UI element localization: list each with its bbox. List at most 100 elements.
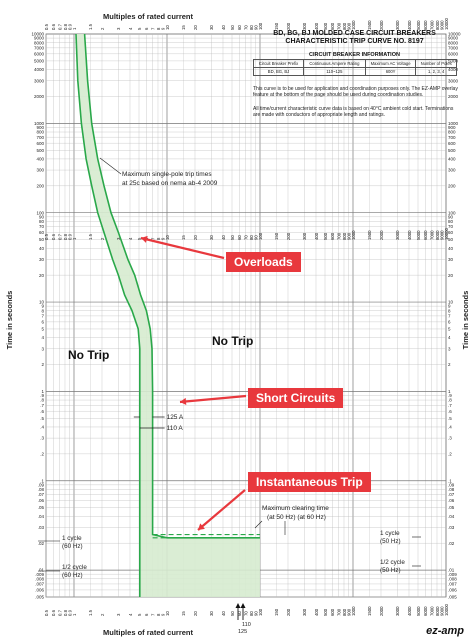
callout-arrow-overloads-head xyxy=(141,235,148,243)
breaker-info-table: Circuit Breaker Prefix Continuous Ampere… xyxy=(252,59,457,76)
y-tick-label-left: 400 xyxy=(36,157,44,162)
y-tick-label-right: 30 xyxy=(448,257,454,262)
y-tick-label-left: .005 xyxy=(35,595,44,600)
x-tick-label-bottom: 0.5 xyxy=(44,609,49,616)
y-tick-label-left: 3000 xyxy=(34,78,45,83)
x-tick-label-mid: 8000 xyxy=(435,230,440,240)
y-tick-label-left: 20 xyxy=(39,273,45,278)
y-tick-label-left: 6 xyxy=(41,319,44,324)
x-tick-label-bottom: 0.9 xyxy=(68,609,73,616)
x-tick-label-bottom: 60 xyxy=(237,611,242,616)
x-tick-label-top: 0.6 xyxy=(51,23,56,30)
y-tick-label-right: 6000 xyxy=(448,51,459,56)
x-tick-label-bottom: 9000 xyxy=(440,606,445,616)
y-tick-label-left: 100 xyxy=(36,210,44,215)
y-tick-label-left: .008 xyxy=(35,576,44,581)
x-tick-label-mid: 90 xyxy=(254,235,259,240)
y-tick-label-right: 8 xyxy=(448,308,451,313)
x-tick-label-bottom: 40 xyxy=(221,611,226,616)
x-tick-label-bottom: 1 xyxy=(72,613,77,616)
label-half-cycle-50hz-line1: 1/2 cycle xyxy=(380,559,405,566)
y-tick-label-right: 2000 xyxy=(448,94,459,99)
x-tick-label-mid: 400 xyxy=(314,232,319,240)
y-tick-label-left: .3 xyxy=(40,436,44,441)
usage-note: This curve is to be used for application… xyxy=(253,86,458,98)
y-tick-label-left: 2000 xyxy=(34,94,45,99)
x-tick-label-top: 80 xyxy=(249,25,254,30)
y-tick-label-left: .007 xyxy=(35,582,44,587)
table-cell: BD, BG, BJ xyxy=(252,67,305,76)
y-tick-label-right: .5 xyxy=(448,416,452,421)
y-tick-label-left: .02 xyxy=(38,541,45,546)
x-tick-label-top: 15 xyxy=(181,25,186,30)
x-tick-label-mid: 100 xyxy=(258,232,263,240)
y-tick-label-left: .09 xyxy=(38,482,45,487)
x-tick-label-bottom: 30 xyxy=(209,611,214,616)
x-tick-label-top: 2000 xyxy=(379,20,384,30)
x-tick-label-mid: 0.6 xyxy=(51,233,56,240)
label-half-cycle-60hz-line1: 1/2 cycle xyxy=(62,564,87,571)
y-tick-label-left: 3 xyxy=(41,346,44,351)
x-tick-label-top: 600 xyxy=(330,22,335,30)
x-tick-label-top: 6000 xyxy=(423,20,428,30)
x-tick-label-mid: 800 xyxy=(342,232,347,240)
x-tick-label-bottom: 150 xyxy=(274,608,279,616)
y-tick-label-left: 40 xyxy=(39,246,45,251)
trip-band xyxy=(76,34,260,597)
y-tick-label-right: .008 xyxy=(448,576,457,581)
label-arrow-110: 110 xyxy=(242,622,251,628)
x-tick-label-top: 5 xyxy=(137,27,142,30)
y-tick-label-right: .006 xyxy=(448,588,457,593)
y-tick-label-right: .08 xyxy=(448,487,455,492)
pointer-line xyxy=(99,157,122,175)
x-tick-label-mid: 2000 xyxy=(379,230,384,240)
x-tick-label-bottom: 8000 xyxy=(435,606,440,616)
label-1-cycle-50hz-line1: 1 cycle xyxy=(380,530,400,537)
y-tick-label-right: 80 xyxy=(448,219,454,224)
y-tick-label-left: 7000 xyxy=(34,45,45,50)
x-tick-label-top: 4000 xyxy=(407,20,412,30)
table-cell: 600Y xyxy=(364,67,417,76)
y-tick-label-right: 20 xyxy=(448,273,454,278)
x-tick-label-mid: 150 xyxy=(274,232,279,240)
y-tick-label-left: .04 xyxy=(38,514,45,519)
x-tick-label-mid: 5 xyxy=(137,237,142,240)
y-tick-label-right: .3 xyxy=(448,436,452,441)
x-tick-label-bottom: 10 xyxy=(165,611,170,616)
y-tick-label-right: .02 xyxy=(448,541,455,546)
x-tick-label-mid: 1 xyxy=(72,237,77,240)
y-tick-label-right: .04 xyxy=(448,514,455,519)
y-tick-label-left: 50 xyxy=(39,237,45,242)
x-tick-label-mid: 2 xyxy=(100,237,105,240)
annotation-max-single-pole-line1: Maximum single-pole trip times xyxy=(122,171,212,178)
x-tick-label-top: 150 xyxy=(274,22,279,30)
callout-arrow-instantaneous xyxy=(197,489,246,531)
y-tick-label-right: .9 xyxy=(448,393,452,398)
x-tick-label-top: 0.8 xyxy=(63,23,68,30)
x-tick-label-mid: 500 xyxy=(323,232,328,240)
x-tick-label-bottom: 6000 xyxy=(423,606,428,616)
annotation-max-single-pole-line2: at 25c based on nema ab-4 2009 xyxy=(122,180,218,187)
y-tick-label-right: 3000 xyxy=(448,78,459,83)
x-tick-label-top: 8 xyxy=(156,27,161,30)
table-cell: 110~125 xyxy=(303,67,366,76)
callout-overloads: Overloads xyxy=(226,252,301,272)
bottom-arrow-head xyxy=(235,603,241,608)
x-tick-label-bottom: 10000 xyxy=(444,603,449,616)
callout-short-circuits: Short Circuits xyxy=(248,388,344,408)
x-tick-label-bottom: 1000 xyxy=(351,606,356,616)
y-tick-label-right: .05 xyxy=(448,505,455,510)
info-heading: CIRCUIT BREAKER INFORMATION xyxy=(309,52,400,58)
y-tick-label-right: 3 xyxy=(448,346,451,351)
x-tick-label-mid: 1000 xyxy=(351,230,356,240)
x-tick-label-mid: 40 xyxy=(221,235,226,240)
x-tick-label-top: 1.5 xyxy=(88,23,93,30)
y-tick-label-right: 1000 xyxy=(448,121,459,126)
x-tick-label-bottom: 7000 xyxy=(429,606,434,616)
y-tick-label-left: 8 xyxy=(41,308,44,313)
callout-arrow-instantaneous-head xyxy=(198,523,205,530)
y-tick-label-left: .1 xyxy=(40,478,44,483)
x-tick-label-top: 800 xyxy=(342,22,347,30)
y-tick-label-left: 60 xyxy=(39,230,45,235)
y-tick-label-left: 600 xyxy=(36,141,44,146)
